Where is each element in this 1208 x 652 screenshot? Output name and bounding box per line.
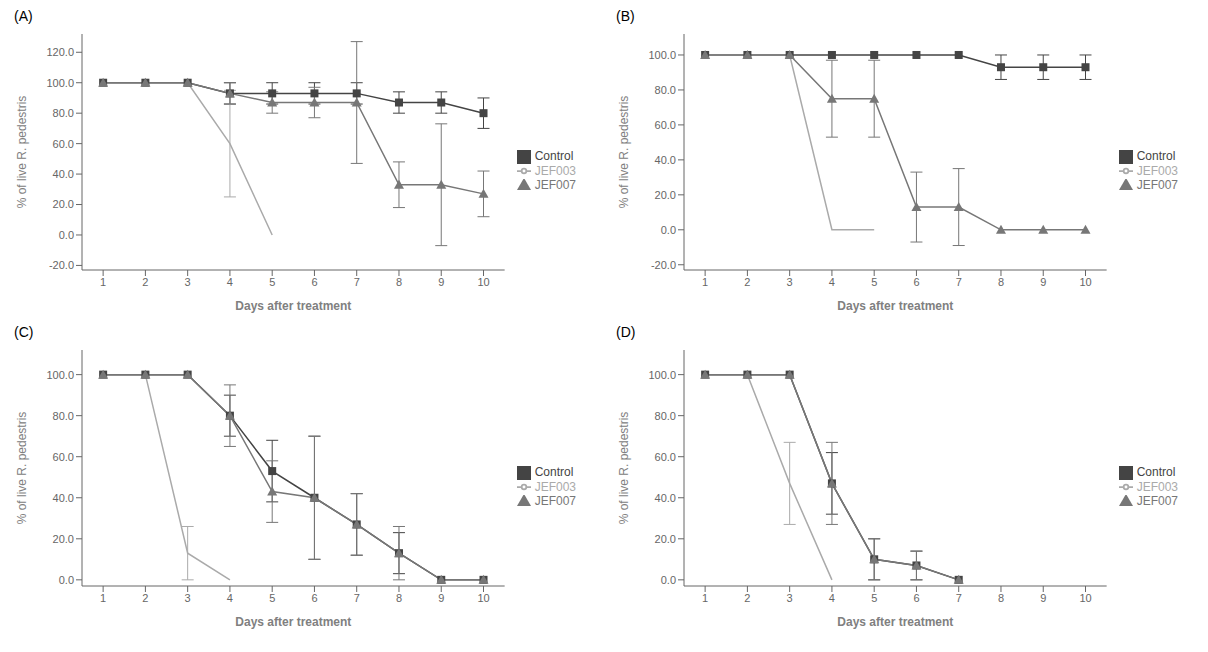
svg-text:20.0: 20.0 <box>655 189 676 201</box>
html-text:(B): (B) <box>616 8 635 24</box>
svg-text:4: 4 <box>829 276 835 288</box>
svg-text:2: 2 <box>744 276 750 288</box>
svg-text:% of live R. pedestris: % of live R. pedestris <box>15 412 29 525</box>
svg-text:2: 2 <box>142 276 148 288</box>
html-text:JEF007: JEF007 <box>1136 178 1178 193</box>
svg-text:Days after treatment: Days after treatment <box>837 299 953 313</box>
svg-text:2: 2 <box>142 592 148 604</box>
svg-text:5: 5 <box>269 276 275 288</box>
svg-text:60.0: 60.0 <box>655 451 676 463</box>
html-text:Control: Control <box>1136 148 1176 163</box>
html-text:Control: Control <box>1136 464 1176 479</box>
html-text:JEF007: JEF007 <box>534 494 576 509</box>
svg-text:9: 9 <box>438 276 444 288</box>
svg-text:8: 8 <box>998 592 1004 604</box>
svg-text:3: 3 <box>185 276 191 288</box>
svg-text:4: 4 <box>829 592 835 604</box>
svg-text:80.0: 80.0 <box>53 410 74 422</box>
svg-text:0.0: 0.0 <box>661 224 676 236</box>
html-text:JEF003: JEF003 <box>534 163 576 178</box>
svg-text:1: 1 <box>100 592 106 604</box>
svg-text:60.0: 60.0 <box>53 451 74 463</box>
svg-text:100.0: 100.0 <box>46 77 74 89</box>
svg-text:-20.0: -20.0 <box>651 259 676 271</box>
html-text:Control: Control <box>534 148 574 163</box>
svg-text:40.0: 40.0 <box>655 154 676 166</box>
svg-text:6: 6 <box>311 592 317 604</box>
svg-text:20.0: 20.0 <box>53 198 74 210</box>
html-text:Control: Control <box>534 464 574 479</box>
svg-text:2: 2 <box>744 592 750 604</box>
html-text:JEF003: JEF003 <box>1136 479 1178 494</box>
svg-text:6: 6 <box>913 592 919 604</box>
svg-text:0.0: 0.0 <box>59 574 74 586</box>
html-text:(C): (C) <box>14 324 34 340</box>
svg-text:1: 1 <box>100 276 106 288</box>
svg-text:5: 5 <box>871 592 877 604</box>
svg-text:Days after treatment: Days after treatment <box>235 299 351 313</box>
svg-text:5: 5 <box>269 592 275 604</box>
svg-text:100.0: 100.0 <box>648 49 676 61</box>
svg-text:120.0: 120.0 <box>46 46 74 58</box>
svg-text:20.0: 20.0 <box>655 533 676 545</box>
svg-text:10: 10 <box>1079 592 1091 604</box>
svg-text:-20.0: -20.0 <box>49 259 74 271</box>
svg-text:6: 6 <box>913 276 919 288</box>
svg-text:80.0: 80.0 <box>53 107 74 119</box>
svg-text:3: 3 <box>185 592 191 604</box>
svg-text:10: 10 <box>477 276 489 288</box>
svg-text:0.0: 0.0 <box>661 574 676 586</box>
svg-text:40.0: 40.0 <box>655 492 676 504</box>
svg-text:% of live R. pedestris: % of live R. pedestris <box>15 96 29 209</box>
svg-text:60.0: 60.0 <box>655 119 676 131</box>
html-text:(D): (D) <box>616 324 636 340</box>
svg-text:1: 1 <box>702 276 708 288</box>
svg-text:7: 7 <box>354 276 360 288</box>
svg-text:0.0: 0.0 <box>59 229 74 241</box>
svg-text:8: 8 <box>396 592 402 604</box>
svg-text:7: 7 <box>354 592 360 604</box>
html-text:JEF007: JEF007 <box>534 178 576 193</box>
svg-text:100.0: 100.0 <box>648 369 676 381</box>
html-text:JEF003: JEF003 <box>1136 163 1178 178</box>
html-text:JEF007: JEF007 <box>1136 494 1178 509</box>
svg-text:8: 8 <box>998 276 1004 288</box>
html-text:(A): (A) <box>14 8 33 24</box>
svg-text:40.0: 40.0 <box>53 168 74 180</box>
svg-text:4: 4 <box>227 276 233 288</box>
svg-text:7: 7 <box>956 592 962 604</box>
svg-text:5: 5 <box>871 276 877 288</box>
svg-text:Days after treatment: Days after treatment <box>235 615 351 629</box>
svg-text:9: 9 <box>1040 592 1046 604</box>
svg-text:1: 1 <box>702 592 708 604</box>
svg-text:% of live R. pedestris: % of live R. pedestris <box>617 412 631 525</box>
svg-text:9: 9 <box>438 592 444 604</box>
svg-text:% of live R. pedestris: % of live R. pedestris <box>617 96 631 209</box>
svg-text:80.0: 80.0 <box>655 410 676 422</box>
svg-text:6: 6 <box>311 276 317 288</box>
svg-text:40.0: 40.0 <box>53 492 74 504</box>
svg-text:60.0: 60.0 <box>53 138 74 150</box>
svg-text:10: 10 <box>1079 276 1091 288</box>
svg-text:3: 3 <box>787 592 793 604</box>
svg-text:Days after treatment: Days after treatment <box>837 615 953 629</box>
svg-text:7: 7 <box>956 276 962 288</box>
svg-text:80.0: 80.0 <box>655 84 676 96</box>
svg-text:8: 8 <box>396 276 402 288</box>
svg-text:3: 3 <box>787 276 793 288</box>
svg-text:9: 9 <box>1040 276 1046 288</box>
svg-text:10: 10 <box>477 592 489 604</box>
svg-text:20.0: 20.0 <box>53 533 74 545</box>
svg-text:100.0: 100.0 <box>46 369 74 381</box>
html-text:JEF003: JEF003 <box>534 479 576 494</box>
svg-text:4: 4 <box>227 592 233 604</box>
